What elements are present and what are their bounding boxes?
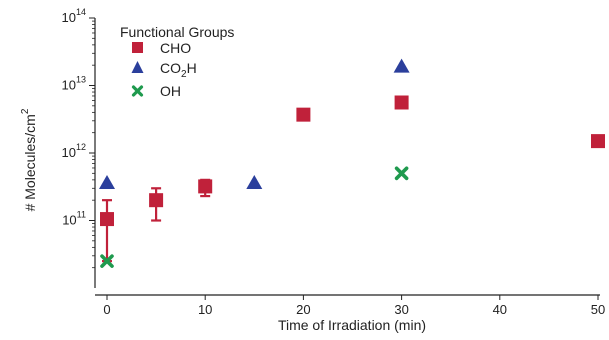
- data-point-oh: [394, 166, 409, 181]
- y-tick-label: 1013: [62, 75, 86, 93]
- y-tick-label: 1014: [62, 7, 86, 25]
- legend: Functional Groups CHO CO2H OH: [120, 24, 234, 99]
- legend-label-oh: OH: [160, 83, 181, 99]
- data-point-cho: [149, 193, 164, 208]
- legend-triangle-marker: [131, 61, 144, 73]
- error-bars: [102, 178, 211, 263]
- legend-entry-cho: CHO: [132, 40, 191, 56]
- tick-layer: 0 10 20 30 40 50 1011 1012 1013 1014: [62, 7, 606, 317]
- legend-x-marker: [131, 85, 144, 97]
- x-tick-label: 40: [493, 302, 507, 317]
- legend-label-co2h-suffix: H: [187, 60, 197, 76]
- axis-labels: Time of Irradiation (min) # Molecules/cm…: [20, 108, 426, 333]
- data-point-co2h: [393, 58, 410, 73]
- y-tick-label: 1012: [62, 142, 86, 160]
- data-point-oh-stroke: [394, 166, 409, 181]
- data-point-co2h: [246, 174, 263, 189]
- x-tick-label: 30: [394, 302, 408, 317]
- x-tick-label: 0: [103, 302, 110, 317]
- data-point-co2h: [99, 174, 115, 189]
- data-point-oh: [100, 254, 114, 268]
- y-tick-label: 1011: [62, 210, 86, 228]
- legend-square-marker: [132, 42, 143, 53]
- x-axis-label: Time of Irradiation (min): [278, 317, 426, 333]
- legend-label-co2h: CO2H: [160, 60, 197, 80]
- legend-label-cho: CHO: [160, 40, 191, 56]
- legend-title: Functional Groups: [120, 24, 234, 40]
- data-point-cho: [591, 134, 605, 149]
- legend-label-co2h-main: CO: [160, 60, 181, 76]
- data-points: [99, 58, 605, 268]
- y-axis-label-exponent: 2: [20, 108, 31, 114]
- y-axis-label: # Molecules/cm2: [20, 108, 38, 211]
- y-axis-label-main: # Molecules/cm: [22, 114, 38, 211]
- legend-label-co2h-sub: 2: [181, 69, 187, 80]
- legend-entry-oh: OH: [131, 83, 181, 99]
- data-point-cho: [198, 179, 213, 194]
- legend-entry-co2h: CO2H: [131, 60, 197, 80]
- data-point-cho: [100, 212, 114, 227]
- x-tick-label: 10: [198, 302, 212, 317]
- data-point-cho: [394, 95, 409, 110]
- x-tick-label: 50: [591, 302, 605, 317]
- data-point-oh-stroke: [100, 254, 114, 268]
- data-point-cho: [296, 107, 311, 122]
- x-tick-label: 20: [296, 302, 310, 317]
